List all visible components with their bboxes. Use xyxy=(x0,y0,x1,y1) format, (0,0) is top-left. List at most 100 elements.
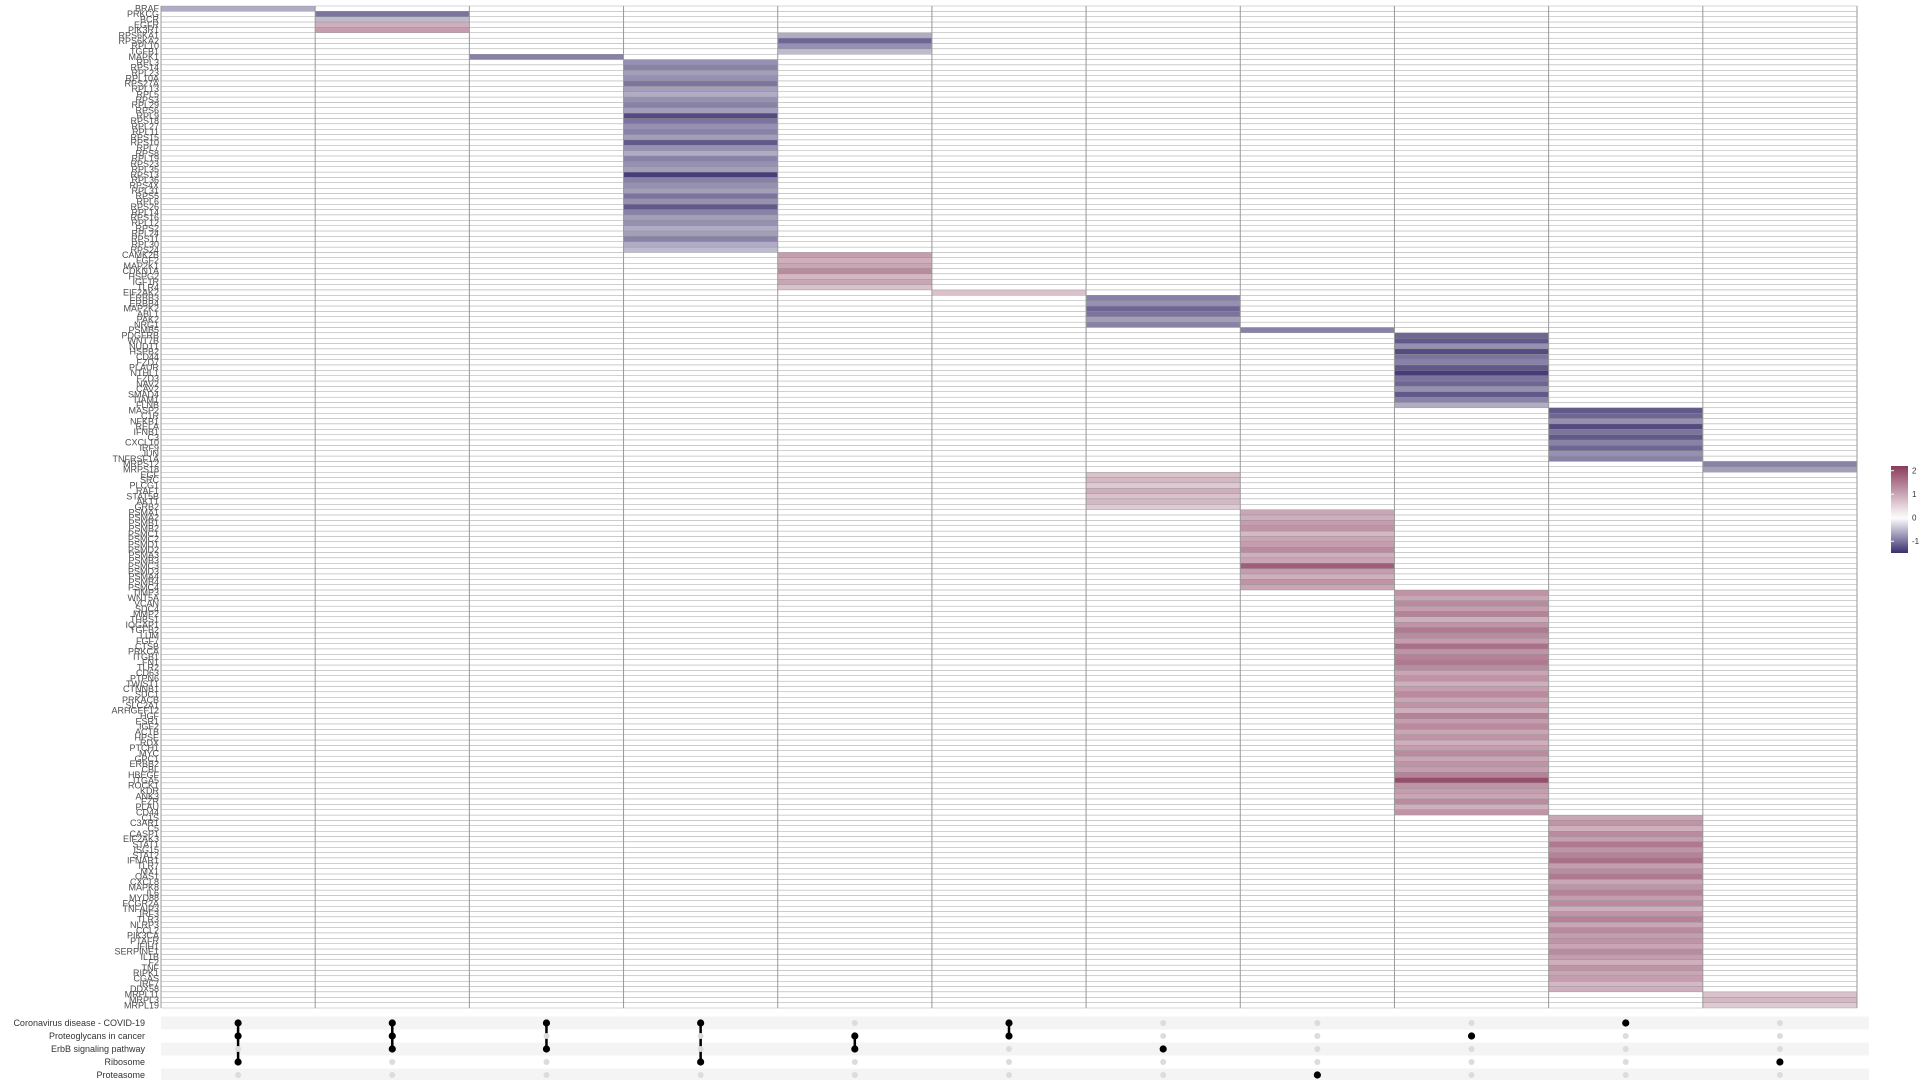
heatmap-cell-empty xyxy=(623,402,778,409)
heatmap-cell-empty xyxy=(315,504,470,510)
heatmap-cell-filled xyxy=(1394,809,1549,816)
heatmap-cell-empty xyxy=(623,648,778,655)
heatmap-cell-empty xyxy=(315,884,470,891)
gene-tick-label: C1R xyxy=(141,411,160,421)
heatmap-cell-empty xyxy=(777,611,933,618)
heatmap-cell-empty xyxy=(1702,552,1858,559)
heatmap-cell-empty xyxy=(160,289,316,296)
heatmap-cell-empty xyxy=(623,273,778,280)
heatmap-cell-empty xyxy=(1548,471,1703,478)
gene-tick-label: HBEGF xyxy=(128,770,160,780)
heatmap-cell-empty xyxy=(931,54,1087,60)
heatmap-cell-filled xyxy=(1394,627,1549,634)
heatmap-cell-empty xyxy=(777,755,933,762)
heatmap-cell-empty xyxy=(469,906,624,912)
heatmap-cell-empty xyxy=(931,820,1087,826)
heatmap-cell-empty xyxy=(160,873,316,880)
heatmap-cell-empty xyxy=(1702,847,1858,853)
heatmap-cell-empty xyxy=(160,450,316,457)
heatmap-cell-empty xyxy=(1702,964,1858,971)
heatmap-cell-empty xyxy=(1548,766,1703,773)
heatmap-cell-empty xyxy=(1702,611,1858,618)
heatmap-cell-empty xyxy=(469,755,624,762)
heatmap-cell-filled xyxy=(623,59,778,66)
heatmap-cell-filled xyxy=(315,21,470,28)
heatmap-cell-empty xyxy=(160,295,316,301)
heatmap-cell-empty xyxy=(777,659,933,666)
heatmap-cell-empty xyxy=(777,697,933,703)
heatmap-cell-empty xyxy=(1548,134,1703,141)
upset-dot-inactive xyxy=(851,1020,858,1026)
heatmap-cell-empty xyxy=(1394,525,1549,532)
heatmap-cell-empty xyxy=(1394,204,1549,210)
heatmap-cell-empty xyxy=(931,295,1087,301)
heatmap-cell-empty xyxy=(469,541,624,548)
heatmap-cell-empty xyxy=(623,37,778,44)
heatmap-cell-empty xyxy=(315,847,470,853)
heatmap-cell-empty xyxy=(931,461,1087,467)
heatmap-cell-empty xyxy=(469,107,624,114)
heatmap-cell-empty xyxy=(1240,831,1395,837)
heatmap-cell-empty xyxy=(1394,252,1549,259)
heatmap-cell-empty xyxy=(160,32,316,39)
heatmap-cell-empty xyxy=(777,80,933,87)
heatmap-cell-empty xyxy=(469,525,624,532)
heatmap-cell-empty xyxy=(160,600,316,607)
heatmap-cell-empty xyxy=(160,847,316,853)
heatmap-cell-empty xyxy=(1240,338,1395,344)
heatmap-cell-empty xyxy=(1085,563,1241,569)
heatmap-cell-empty xyxy=(623,418,778,425)
heatmap-cell-empty xyxy=(1548,750,1703,757)
heatmap-cell-filled xyxy=(623,123,778,130)
heatmap-cell-empty xyxy=(315,654,470,660)
heatmap-cell-empty xyxy=(160,777,316,784)
heatmap-cell-empty xyxy=(1394,284,1549,291)
heatmap-cell-empty xyxy=(1085,879,1241,885)
heatmap-cell-empty xyxy=(1085,643,1241,650)
heatmap-cell-empty xyxy=(315,413,470,419)
heatmap-cell-empty xyxy=(931,547,1087,553)
heatmap-cell-empty xyxy=(1240,825,1395,832)
heatmap-cell-empty xyxy=(315,579,470,585)
heatmap-cell-empty xyxy=(1085,80,1241,87)
heatmap-cell-empty xyxy=(1240,991,1395,998)
heatmap-cell-empty xyxy=(469,825,624,832)
heatmap-cell-empty xyxy=(931,252,1087,259)
heatmap-cell-empty xyxy=(469,900,624,907)
heatmap-cell-empty xyxy=(1240,1002,1395,1009)
heatmap-cell-empty xyxy=(931,230,1087,237)
heatmap-cell-empty xyxy=(931,911,1087,918)
heatmap-cell-empty xyxy=(1240,225,1395,232)
heatmap-cell-empty xyxy=(931,32,1087,39)
heatmap-cell-empty xyxy=(1394,177,1549,183)
heatmap-cell-empty xyxy=(777,777,933,784)
heatmap-cell-filled xyxy=(1240,541,1395,548)
heatmap-cell-empty xyxy=(469,932,624,939)
heatmap-cell-empty xyxy=(1702,547,1858,553)
heatmap-cell-empty xyxy=(1702,804,1858,810)
heatmap-cell-empty xyxy=(1240,413,1395,419)
heatmap-cell-empty xyxy=(469,204,624,210)
gene-tick-label: F2 xyxy=(148,957,159,967)
heatmap-cell-empty xyxy=(1394,579,1549,585)
heatmap-cell-empty xyxy=(1702,21,1858,28)
heatmap-cell-empty xyxy=(1240,364,1395,371)
heatmap-cell-empty xyxy=(315,59,470,66)
heatmap-cell-empty xyxy=(1240,997,1395,1003)
heatmap-cell-empty xyxy=(1240,268,1395,275)
gene-tick-label: IRF3 xyxy=(139,909,159,919)
heatmap-cell-empty xyxy=(931,1002,1087,1009)
heatmap-cell-empty xyxy=(160,225,316,232)
heatmap-cell-empty xyxy=(1702,798,1858,805)
heatmap-cell-empty xyxy=(469,595,624,601)
heatmap-cell-empty xyxy=(1702,370,1858,376)
heatmap-cell-empty xyxy=(1240,375,1395,382)
heatmap-cell-empty xyxy=(1394,836,1549,843)
heatmap-cell-filled xyxy=(1240,509,1395,516)
heatmap-cell-filled xyxy=(1548,916,1703,923)
heatmap-cell-empty xyxy=(469,868,624,875)
gene-tick-label: RPS6 xyxy=(135,105,159,115)
heatmap-cell-empty xyxy=(315,332,470,339)
heatmap-cell-empty xyxy=(1085,257,1241,264)
